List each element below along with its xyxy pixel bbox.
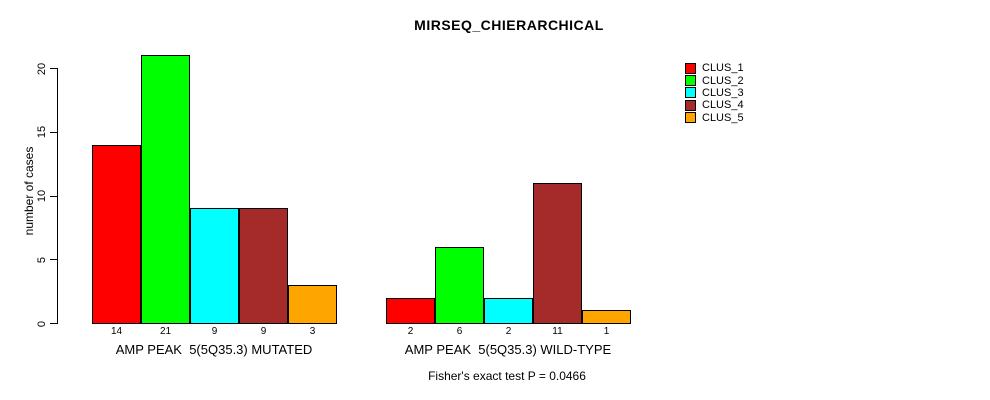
fisher-test-annotation: Fisher's exact test P = 0.0466 [428, 369, 586, 383]
legend-swatch-clus_4 [685, 99, 696, 111]
y-axis-title: number of cases [22, 146, 36, 236]
legend-swatch-clus_5 [685, 112, 696, 124]
legend-swatch-clus_1 [685, 62, 696, 74]
legend-label: CLUS_1 [702, 62, 744, 75]
bar-value-label: 3 [309, 326, 316, 337]
y-tick-label: 10 [36, 189, 48, 203]
bar-wild-type-clus_1 [386, 297, 435, 324]
bar-value-label: 9 [260, 326, 267, 337]
bar-mutated-clus_1 [92, 144, 141, 324]
y-tick-mark [50, 68, 57, 69]
legend-label: CLUS_2 [702, 74, 744, 87]
bar-mutated-clus_4 [239, 208, 288, 324]
bar-wild-type-clus_3 [484, 297, 533, 324]
bar-value-label: 21 [159, 326, 172, 337]
legend-label: CLUS_5 [702, 111, 744, 124]
legend: CLUS_1 CLUS_2 CLUS_3 CLUS_4 CLUS_5 [685, 62, 744, 124]
y-tick-label: 20 [36, 62, 48, 75]
bar-value-label: 1 [603, 326, 610, 337]
bar-value-label: 2 [407, 326, 414, 337]
bar-mutated-clus_5 [288, 284, 337, 324]
y-tick-label: 15 [36, 126, 48, 139]
y-tick-mark [50, 195, 57, 197]
legend-label: CLUS_3 [702, 86, 744, 99]
group-label-mutated: AMP PEAK 5(5Q35.3) MUTATED [115, 342, 313, 357]
bar-value-label: 2 [505, 326, 512, 337]
legend-item-clus_5: CLUS_5 [685, 112, 744, 124]
bar-value-label: 14 [110, 326, 123, 337]
bar-mutated-clus_3 [190, 208, 239, 324]
y-tick-label: 0 [36, 320, 48, 327]
legend-swatch-clus_3 [685, 87, 696, 99]
legend-item-clus_2: CLUS_2 [685, 74, 744, 87]
group-label-wild-type: AMP PEAK 5(5Q35.3) WILD-TYPE [404, 342, 612, 357]
y-tick-mark [50, 259, 57, 261]
bar-mutated-clus_2 [141, 55, 190, 324]
legend-swatch-clus_2 [685, 75, 696, 87]
y-tick-mark [50, 323, 57, 324]
chart-title: MIRSEQ_CHIERARCHICAL [414, 17, 604, 33]
legend-item-clus_1: CLUS_1 [685, 62, 744, 74]
bar-wild-type-clus_5 [582, 310, 631, 324]
bar-wild-type-clus_4 [533, 182, 582, 324]
legend-item-clus_3: CLUS_3 [685, 87, 744, 99]
y-tick-label: 5 [36, 256, 48, 263]
legend-label: CLUS_4 [702, 99, 744, 112]
legend-item-clus_4: CLUS_4 [685, 99, 744, 111]
bar-value-label: 9 [211, 326, 218, 337]
bar-value-label: 6 [456, 326, 463, 337]
bar-wild-type-clus_2 [435, 246, 484, 324]
y-axis-line [57, 68, 58, 324]
y-tick-mark [50, 131, 57, 133]
bar-value-label: 11 [552, 326, 563, 337]
